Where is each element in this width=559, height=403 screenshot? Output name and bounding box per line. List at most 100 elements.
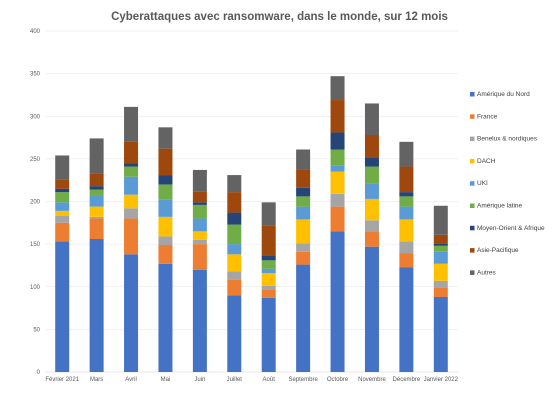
gridlines	[45, 30, 458, 373]
bar-segment	[364, 157, 379, 167]
x-tick-label: Avril	[125, 377, 137, 383]
bar-segment	[89, 216, 104, 219]
bar-segment	[227, 212, 242, 225]
bar-segment	[364, 220, 379, 232]
bar-segment	[296, 149, 311, 170]
y-tick-label: 300	[30, 114, 41, 120]
bar-segment	[227, 271, 242, 280]
bar-segment	[158, 244, 173, 264]
bar-segment	[399, 166, 414, 193]
bar-segment	[89, 239, 104, 372]
legend-label: Amérique du Nord	[477, 91, 530, 98]
y-tick-label: 400	[30, 29, 41, 35]
bar-segment	[227, 192, 242, 213]
bar-segment	[296, 243, 311, 252]
bar-segment	[433, 287, 448, 297]
bar-segment	[89, 173, 104, 187]
bar-segment	[399, 141, 414, 167]
bar-segment	[296, 251, 311, 265]
bar-segment	[433, 296, 448, 372]
x-tick-label: Juillet	[227, 377, 243, 383]
bar-segment	[399, 253, 414, 268]
bar-segment	[192, 218, 207, 232]
legend-label: Moyen-Orient & Afrique	[477, 225, 545, 232]
bar-segment	[399, 241, 414, 254]
bar-segment	[124, 218, 139, 255]
x-axis: Février 2021 Mars Avril Mai Juin Juillet Août S…	[45, 377, 458, 383]
bar-segment	[330, 149, 345, 166]
bar-segment	[261, 268, 276, 274]
bar-segment	[296, 196, 311, 207]
bar-segment	[158, 236, 173, 245]
bar-segment	[330, 100, 345, 133]
bar-segment	[227, 224, 242, 245]
bar-segment	[330, 171, 345, 194]
y-tick-label: 150	[30, 242, 41, 248]
legend-swatch	[470, 203, 475, 208]
bar-segment	[158, 263, 173, 372]
x-tick-label: Janvier 2022	[424, 377, 459, 383]
bar-segment	[124, 176, 139, 195]
bar-segment	[296, 219, 311, 244]
x-tick-label: Mars	[90, 377, 103, 383]
bar-segment	[55, 210, 70, 216]
bar-segment	[55, 192, 70, 203]
bar-segment	[89, 138, 104, 174]
bar-segment	[364, 231, 379, 247]
bar-segment	[158, 184, 173, 200]
y-axis: 0 50 100 150 200 250 300 350 400	[30, 29, 41, 376]
x-tick-label: Mai	[161, 377, 171, 383]
bar-segment	[158, 175, 173, 185]
bar-segment	[227, 279, 242, 296]
legend-label: Benelux & nordiques	[477, 136, 538, 143]
bar-segment	[261, 273, 276, 286]
y-tick-label: 0	[37, 370, 41, 376]
bar-segment	[261, 202, 276, 226]
legend-swatch	[470, 270, 475, 275]
bar-segment	[192, 191, 207, 203]
y-tick-label: 250	[30, 157, 41, 163]
bar-segment	[192, 269, 207, 372]
bar-segment	[261, 260, 276, 269]
bar-segment	[399, 267, 414, 372]
bar-segment	[261, 285, 276, 290]
bar-segment	[261, 289, 276, 298]
legend-swatch	[470, 248, 475, 253]
bar-segment	[192, 204, 207, 219]
bar-segment	[124, 163, 139, 167]
bar-segment	[192, 244, 207, 270]
bar-segment	[89, 206, 104, 217]
bar-segment	[364, 183, 379, 199]
bar-segment	[192, 239, 207, 245]
bar-segment	[364, 246, 379, 372]
bar-segment	[433, 234, 448, 244]
bar-segment	[433, 280, 448, 288]
bar-segment	[227, 244, 242, 255]
bar-segment	[158, 148, 173, 176]
bar-segment	[192, 202, 207, 205]
bar-segment	[124, 208, 139, 219]
bar-segment	[364, 135, 379, 158]
legend-swatch	[470, 225, 475, 231]
y-tick-label: 350	[30, 72, 41, 78]
legend-swatch	[470, 92, 475, 97]
bar-segment	[296, 187, 311, 197]
bar-segment	[124, 194, 139, 209]
bar-segment	[227, 295, 242, 372]
legend-label: France	[477, 113, 498, 120]
bar-segment	[433, 243, 448, 246]
legend: Amérique du Nord France Benelux & nordique…	[470, 91, 545, 276]
bar-segment	[364, 103, 379, 136]
legend-swatch	[470, 158, 475, 164]
legend-label: DACH	[477, 158, 496, 165]
bar-segment	[124, 106, 139, 142]
x-tick-label: Février 2021	[45, 377, 79, 383]
bar-segment	[433, 263, 448, 281]
bar-segment	[296, 264, 311, 372]
bar-segment	[55, 155, 70, 180]
bar-segment	[433, 245, 448, 252]
chart-title: Cyberattaques avec ransomware, dans le m…	[111, 11, 448, 23]
legend-swatch	[470, 181, 475, 186]
bar-segment	[433, 251, 448, 264]
bar-segment	[364, 198, 379, 221]
